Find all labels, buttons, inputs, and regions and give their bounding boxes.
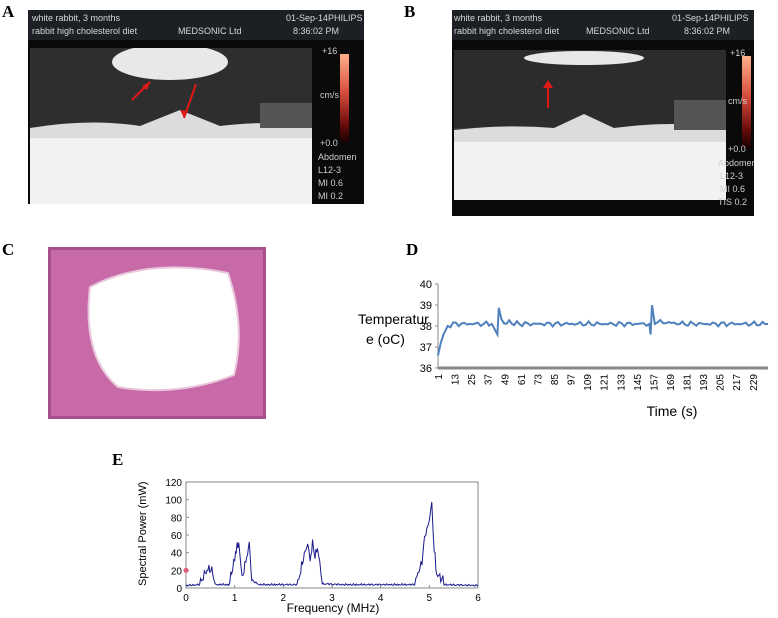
histology-graphic [45, 244, 269, 422]
scan-graphic [30, 44, 312, 204]
ultrasound-header: white rabbit, 3 months rabbit high chole… [28, 10, 364, 40]
x-tick-label: 145 [633, 374, 644, 391]
x-tick-label: 217 [732, 374, 743, 391]
y-tick-label: 0 [176, 584, 182, 595]
y-tick-label: 120 [165, 478, 182, 489]
y-tick-label: 40 [420, 279, 432, 291]
y-axis-label-line1: Temperatur [358, 311, 429, 327]
panel-label-e: E [112, 450, 124, 469]
mi-text: MI 0.6 [720, 184, 746, 194]
panel-label-b: B [404, 2, 416, 21]
y-tick-label: 60 [171, 531, 183, 542]
y-axis-label-line2: e (oC) [366, 331, 405, 347]
x-axis-label: Time (s) [647, 403, 698, 419]
scale-bottom: +0.0 [728, 144, 746, 154]
mi-text-2: MI 0.2 [318, 191, 344, 201]
time-text: 8:36:02 PM [293, 26, 340, 36]
x-tick-label: 13 [451, 374, 462, 386]
probe-text: L12-3 [318, 165, 342, 175]
ultrasound-image-a: white rabbit, 3 months rabbit high chole… [28, 10, 364, 204]
x-tick-label: 0 [183, 593, 189, 604]
y-tick-label: 37 [420, 342, 432, 354]
y-tick-label: 40 [171, 549, 183, 560]
y-tick-label: 100 [165, 496, 182, 507]
x-tick-label: 121 [600, 374, 611, 391]
x-tick-label: 109 [583, 374, 594, 391]
probe-text: L12-3 [720, 171, 744, 181]
date-text: 01-Sep-14 [286, 13, 329, 23]
x-tick-label: 49 [500, 374, 511, 386]
temperature-chart: Temperatur e (oC) Time (s) 36 37 38 39 40 1 13… [358, 279, 769, 419]
marker-point [183, 567, 189, 573]
preset-text: Abdomen [718, 158, 754, 168]
ultrasound-scan-b [454, 50, 726, 200]
histology-image-c [45, 244, 269, 422]
preset-text: Abdomen [318, 152, 357, 162]
scale-bottom: +0.0 [320, 138, 338, 148]
x-tick-label: 61 [517, 374, 528, 386]
ultrasound-image-b: white rabbit, 3 months rabbit high chole… [452, 10, 754, 216]
scale-top: +16 [322, 46, 338, 56]
y-axis-label: Spectral Power (mW) [137, 481, 149, 586]
x-tick-label: 181 [683, 374, 694, 391]
x-tick-label: 1 [434, 374, 445, 380]
y-tick-label: 38 [420, 321, 432, 333]
x-tick-label: 205 [716, 374, 727, 391]
scale-unit: cm/s [728, 96, 747, 106]
study-line: rabbit high cholesterol diet [32, 26, 138, 36]
tis-text: TIS 0.2 [718, 197, 748, 207]
x-tick-label: 229 [749, 374, 760, 391]
company-text: MEDSONIC Ltd [178, 26, 242, 36]
scale-unit: cm/s [320, 90, 339, 100]
scan-graphic [454, 50, 726, 200]
x-tick-label: 37 [484, 374, 495, 386]
y-tick-label: 80 [171, 513, 183, 524]
brand-text: PHILIPS [714, 13, 749, 23]
plot-frame [185, 481, 479, 589]
x-tick-label: 5 [427, 593, 433, 604]
x-tick-label: 1 [232, 593, 238, 604]
panel-label-c: C [2, 240, 15, 259]
y-tick-label: 20 [171, 566, 183, 577]
patient-line: white rabbit, 3 months [32, 13, 121, 23]
spectral-power-chart: Spectral Power (mW) Frequency (MHz) 0204… [137, 478, 481, 615]
x-tick-label: 97 [567, 374, 578, 386]
x-tick-label: 2 [281, 593, 287, 604]
x-tick-label: 25 [467, 374, 478, 386]
color-scale-bar [742, 56, 751, 148]
x-tick-label: 4 [378, 593, 384, 604]
y-tick-label: 36 [420, 363, 432, 375]
scale-top: +16 [730, 48, 746, 58]
x-tick-label: 157 [649, 374, 660, 391]
panel-label-a: A [2, 2, 15, 21]
panel-label-d: D [406, 240, 419, 259]
ultrasound-scan-a [30, 44, 312, 204]
x-tick-label: 3 [329, 593, 335, 604]
x-tick-label: 169 [666, 374, 677, 391]
brand-text: PHILIPS [328, 13, 363, 23]
x-axis-label: Frequency (MHz) [287, 601, 380, 615]
date-text: 01-Sep-14 [672, 13, 715, 23]
temperature-series-line [437, 305, 769, 356]
time-text: 8:36:02 PM [684, 26, 731, 36]
x-tick-label: 193 [699, 374, 710, 391]
mi-text: MI 0.6 [318, 178, 344, 188]
x-tick-label: 133 [616, 374, 627, 391]
x-tick-label: 85 [550, 374, 561, 386]
ultrasound-header: white rabbit, 3 months rabbit high chole… [452, 10, 754, 40]
y-tick-label: 39 [420, 300, 432, 312]
x-tick-label: 6 [475, 593, 481, 604]
x-tick-label: 73 [533, 374, 544, 386]
color-scale-bar [340, 54, 349, 142]
study-line: rabbit high cholesterol diet [454, 26, 560, 36]
spectrum-series-line [185, 501, 479, 587]
patient-line: white rabbit, 3 months [454, 13, 543, 23]
company-text: MEDSONIC Ltd [586, 26, 650, 36]
